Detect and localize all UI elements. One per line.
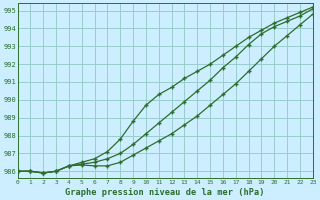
X-axis label: Graphe pression niveau de la mer (hPa): Graphe pression niveau de la mer (hPa): [66, 188, 265, 197]
